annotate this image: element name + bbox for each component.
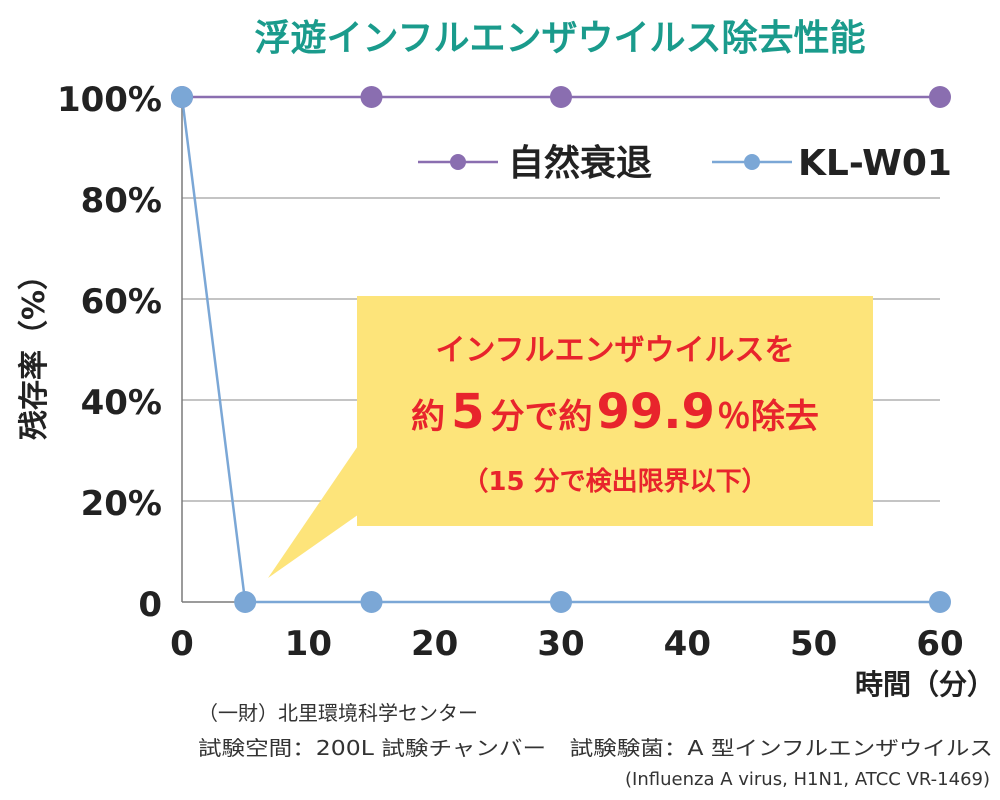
annotation-callout: インフルエンザウイルスを 約 5 分で約99.9％除去 （15 分で検出限界以下） [268, 296, 873, 578]
data-point-s0-3 [929, 86, 951, 108]
callout-suffix: ％除去 [717, 397, 819, 437]
y-tick-label-60: 60% [81, 282, 162, 322]
y-tick-label-0: 0 [138, 585, 162, 625]
x-tick-label-20: 20 [411, 624, 458, 664]
callout-about-1: 約 [411, 397, 445, 437]
footnote-strain: (Influenza A virus, H1N1, ATCC VR-1469) [625, 769, 990, 790]
data-point-s1-4 [929, 591, 951, 613]
data-point-s0-2 [550, 86, 572, 108]
y-tick-label-100: 100% [57, 80, 162, 120]
callout-minutes-value: 5 [451, 384, 484, 440]
y-tick-label-80: 80% [81, 181, 162, 221]
x-tick-label-30: 30 [537, 624, 584, 664]
legend-label-0: 自然衰退 [508, 142, 652, 184]
legend-label-1: KL-W01 [798, 143, 952, 184]
callout-line1: インフルエンザウイルスを [435, 333, 794, 368]
data-point-s1-1 [234, 591, 257, 613]
y-tick-label-40: 40% [81, 383, 162, 423]
x-tick-label-10: 10 [285, 624, 332, 664]
x-axis-label: 時間（分） [855, 668, 995, 701]
x-tick-label-0: 0 [170, 624, 194, 664]
series-points [171, 86, 951, 613]
y-axis-label: 残存率（%） [17, 260, 52, 440]
callout-box [357, 296, 873, 526]
footnote-test-conditions: 試験空間：200L 試験チャンバー 試験験菌：A 型インフルエンザウイルス [198, 736, 993, 760]
data-point-s1-2 [360, 591, 383, 613]
chart-title: 浮遊インフルエンザウイルス除去性能 [255, 18, 866, 59]
legend: 自然衰退 KL-W01 [418, 142, 952, 184]
callout-line3: （15 分で検出限界以下） [462, 467, 767, 497]
data-point-s1-3 [550, 591, 572, 613]
x-tick-label-50: 50 [790, 624, 837, 664]
legend-marker-1 [744, 154, 760, 170]
callout-percent-value: 99.9 [596, 384, 714, 440]
x-tick-labels: 0 10 20 30 40 50 60 [170, 624, 964, 664]
x-tick-label-40: 40 [664, 624, 711, 664]
data-point-s1-0 [171, 86, 193, 108]
data-point-s0-1 [360, 86, 383, 108]
callout-mid: 分で約 [490, 397, 592, 437]
y-tick-label-20: 20% [81, 484, 162, 524]
legend-marker-0 [450, 154, 466, 170]
callout-pointer [268, 440, 362, 578]
x-tick-label-60: 60 [916, 624, 963, 664]
footnote-source: （一財）北里環境科学センター [198, 701, 478, 725]
callout-line2: 約 5 分で約99.9％除去 [411, 384, 819, 440]
y-tick-labels: 0 20% 40% 60% 80% 100% [57, 80, 162, 625]
